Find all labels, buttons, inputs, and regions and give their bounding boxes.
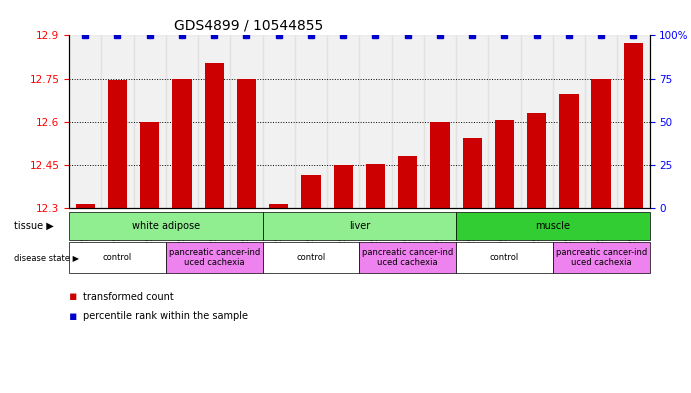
Text: pancreatic cancer-ind
uced cachexia: pancreatic cancer-ind uced cachexia xyxy=(169,248,260,267)
Text: muscle: muscle xyxy=(536,221,570,231)
Bar xyxy=(520,35,553,208)
Text: white adipose: white adipose xyxy=(132,221,200,231)
Text: pancreatic cancer-ind
uced cachexia: pancreatic cancer-ind uced cachexia xyxy=(362,248,453,267)
Bar xyxy=(489,35,520,208)
Bar xyxy=(398,156,417,208)
Bar xyxy=(108,80,127,208)
Bar xyxy=(301,175,321,208)
Bar xyxy=(553,35,585,208)
Text: control: control xyxy=(296,253,325,262)
Bar xyxy=(140,122,160,208)
Bar xyxy=(392,35,424,208)
Bar xyxy=(172,79,191,208)
Text: percentile rank within the sample: percentile rank within the sample xyxy=(83,311,248,321)
Bar xyxy=(559,94,578,208)
Bar xyxy=(133,35,166,208)
Text: GDS4899 / 10544855: GDS4899 / 10544855 xyxy=(173,19,323,33)
Bar xyxy=(230,35,263,208)
Bar xyxy=(527,113,547,208)
Bar xyxy=(198,35,230,208)
Bar xyxy=(430,122,450,208)
Bar xyxy=(69,35,102,208)
Bar xyxy=(456,35,489,208)
Text: pancreatic cancer-ind
uced cachexia: pancreatic cancer-ind uced cachexia xyxy=(556,248,647,267)
Text: ▪: ▪ xyxy=(69,310,77,323)
Bar xyxy=(462,138,482,208)
Text: disease state ▶: disease state ▶ xyxy=(14,253,79,262)
Bar xyxy=(269,204,288,208)
Bar xyxy=(263,35,295,208)
Bar xyxy=(334,165,353,208)
Bar xyxy=(359,35,392,208)
Bar xyxy=(617,35,650,208)
Bar xyxy=(585,35,617,208)
Bar xyxy=(495,120,514,208)
Text: liver: liver xyxy=(349,221,370,231)
Bar xyxy=(327,35,359,208)
Text: ▪: ▪ xyxy=(69,290,77,303)
Bar xyxy=(166,35,198,208)
Bar xyxy=(205,63,224,208)
Text: control: control xyxy=(103,253,132,262)
Text: control: control xyxy=(490,253,519,262)
Bar xyxy=(102,35,133,208)
Text: tissue ▶: tissue ▶ xyxy=(14,221,54,231)
Bar xyxy=(366,163,385,208)
Bar xyxy=(424,35,456,208)
Bar xyxy=(295,35,327,208)
Bar xyxy=(591,79,611,208)
Bar xyxy=(237,79,256,208)
Bar xyxy=(624,42,643,208)
Text: transformed count: transformed count xyxy=(83,292,173,302)
Bar xyxy=(75,204,95,208)
